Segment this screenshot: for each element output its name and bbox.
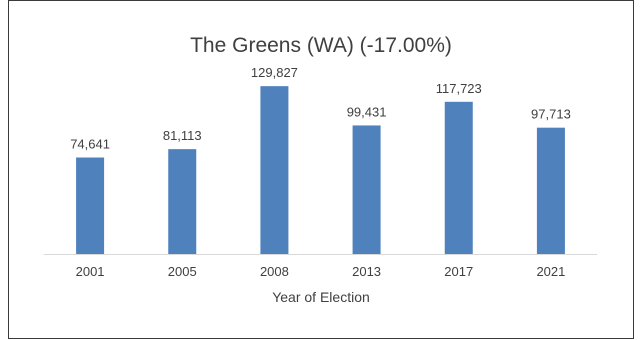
x-tick-label-2013: 2013 xyxy=(352,264,381,279)
value-label-2001: 74,641 xyxy=(70,136,110,151)
x-tick-label-2021: 2021 xyxy=(536,264,565,279)
bars-group xyxy=(76,86,565,254)
x-tick-label-2008: 2008 xyxy=(260,264,289,279)
value-label-2005: 81,113 xyxy=(163,128,202,143)
x-tick-label-2017: 2017 xyxy=(444,264,473,279)
value-label-2021: 97,713 xyxy=(531,107,571,122)
x-tick-labels-group: 2001 2005 2008 2013 2017 2021 xyxy=(76,264,566,279)
bar-2017 xyxy=(444,101,473,254)
x-tick-label-2001: 2001 xyxy=(76,264,105,279)
bar-2005 xyxy=(168,149,197,254)
x-axis-title: Year of Election xyxy=(272,289,370,305)
bar-2013 xyxy=(352,125,381,254)
value-label-2008: 129,827 xyxy=(251,65,298,80)
bar-2008 xyxy=(260,86,289,254)
value-label-2013: 99,431 xyxy=(347,104,387,119)
chart-frame xyxy=(8,0,634,339)
chart-title: The Greens (WA) (-17.00%) xyxy=(190,34,452,57)
value-label-2017: 117,723 xyxy=(436,81,482,96)
bar-2001 xyxy=(76,157,105,254)
value-labels-group: 74,641 81,113 129,827 99,431 117,723 97,713 xyxy=(70,65,571,151)
x-tick-label-2005: 2005 xyxy=(168,264,197,279)
bar-2021 xyxy=(536,127,565,254)
